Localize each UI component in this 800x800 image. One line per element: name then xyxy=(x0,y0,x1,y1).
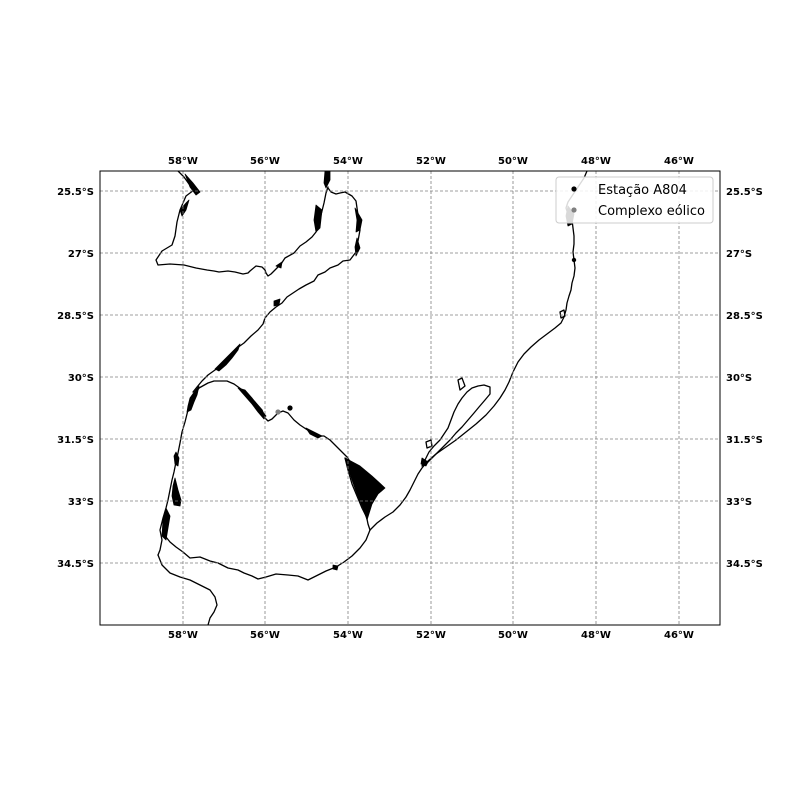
estacao-a804-marker[interactable] xyxy=(287,405,293,411)
rio-uruguay-fill-north xyxy=(186,385,200,413)
rio-parana-fill-4 xyxy=(313,204,323,233)
lon-label-bottom: 58°W xyxy=(168,630,198,641)
rio-uruguay-upper-fill-2 xyxy=(354,237,361,257)
map-frame xyxy=(99,170,721,626)
lat-label-left: 25.5°S xyxy=(57,187,94,198)
lon-label-top: 52°W xyxy=(416,156,446,167)
lat-label-right: 28.5°S xyxy=(726,311,763,322)
legend-marker-complexo xyxy=(571,207,577,213)
legend-marker-estacao xyxy=(571,186,577,192)
lagoa-mirim-fill xyxy=(344,457,386,521)
uruguay-coast-line xyxy=(162,529,371,581)
small-lagoon-fill-2 xyxy=(273,298,281,307)
rio-parana-fill-2 xyxy=(184,173,201,196)
legend-box xyxy=(555,176,714,224)
lat-label-right: 27°S xyxy=(726,249,752,260)
rio-uruguay-fill-4 xyxy=(305,427,323,439)
rio-parana-fill-1 xyxy=(214,343,241,372)
rio-iguacu-fill xyxy=(323,171,331,189)
south-coast-line xyxy=(157,554,218,625)
lon-label-top: 56°W xyxy=(250,156,280,167)
lon-label-top: 50°W xyxy=(498,156,528,167)
small-lagoon-fill-3 xyxy=(275,261,283,269)
lat-labels-left: 25.5°S 27°S 28.5°S 30°S 31.5°S 33°S 34.5… xyxy=(57,187,94,570)
lon-label-top: 48°W xyxy=(581,156,611,167)
rio-parana-fill-3 xyxy=(179,199,190,217)
map-area[interactable] xyxy=(100,171,720,625)
lat-label-left: 33°S xyxy=(68,497,94,508)
laguna-coast-detail xyxy=(559,309,566,319)
lon-label-bottom: 50°W xyxy=(498,630,528,641)
lat-label-left: 30°S xyxy=(68,373,94,384)
lon-label-top: 54°W xyxy=(333,156,363,167)
lon-label-bottom: 56°W xyxy=(250,630,280,641)
uruguay-river-line xyxy=(157,387,200,556)
lon-label-bottom: 46°W xyxy=(664,630,694,641)
lagoa-dos-patos-line xyxy=(421,384,491,467)
argentina-border-line xyxy=(155,171,329,277)
lon-label-bottom: 52°W xyxy=(416,630,446,641)
small-lagoon-fill xyxy=(332,564,339,571)
rio-uruguay-upper-fill xyxy=(354,207,363,233)
rio-uruguay-fill-mid xyxy=(173,451,180,467)
lat-label-left: 27°S xyxy=(68,249,94,260)
legend-label-complexo: Complexo eólico xyxy=(598,204,705,219)
lat-label-right: 34.5°S xyxy=(726,559,763,570)
lat-label-right: 31.5°S xyxy=(726,435,763,446)
rio-south-fill xyxy=(161,507,171,541)
lat-label-left: 34.5°S xyxy=(57,559,94,570)
lat-label-right: 30°S xyxy=(726,373,752,384)
lon-label-top: 58°W xyxy=(168,156,198,167)
lat-label-right: 25.5°S xyxy=(726,187,763,198)
rio-uruguay-fill-south xyxy=(171,477,182,507)
lat-label-left: 31.5°S xyxy=(57,435,94,446)
lat-label-right: 33°S xyxy=(726,497,752,508)
legend: Estação A804 Complexo eólico xyxy=(555,176,714,224)
patos-west-detail xyxy=(425,439,433,449)
legend-label-estacao: Estação A804 xyxy=(598,183,687,198)
complexo-eolico-marker[interactable] xyxy=(275,409,281,415)
lon-label-bottom: 54°W xyxy=(333,630,363,641)
patos-north-detail xyxy=(457,377,466,391)
lat-labels-right: 25.5°S 27°S 28.5°S 30°S 31.5°S 33°S 34.5… xyxy=(726,187,763,570)
map-background xyxy=(100,171,720,625)
lon-labels-top: 58°W 56°W 54°W 52°W 50°W 48°W 46°W xyxy=(168,156,694,167)
lon-labels-bottom: 58°W 56°W 54°W 52°W 50°W 48°W 46°W xyxy=(168,630,694,641)
coast-fill-lagoon-south xyxy=(420,457,429,467)
lon-label-top: 46°W xyxy=(664,156,694,167)
island-dot xyxy=(571,257,577,263)
lon-label-bottom: 48°W xyxy=(581,630,611,641)
lat-label-left: 28.5°S xyxy=(57,311,94,322)
